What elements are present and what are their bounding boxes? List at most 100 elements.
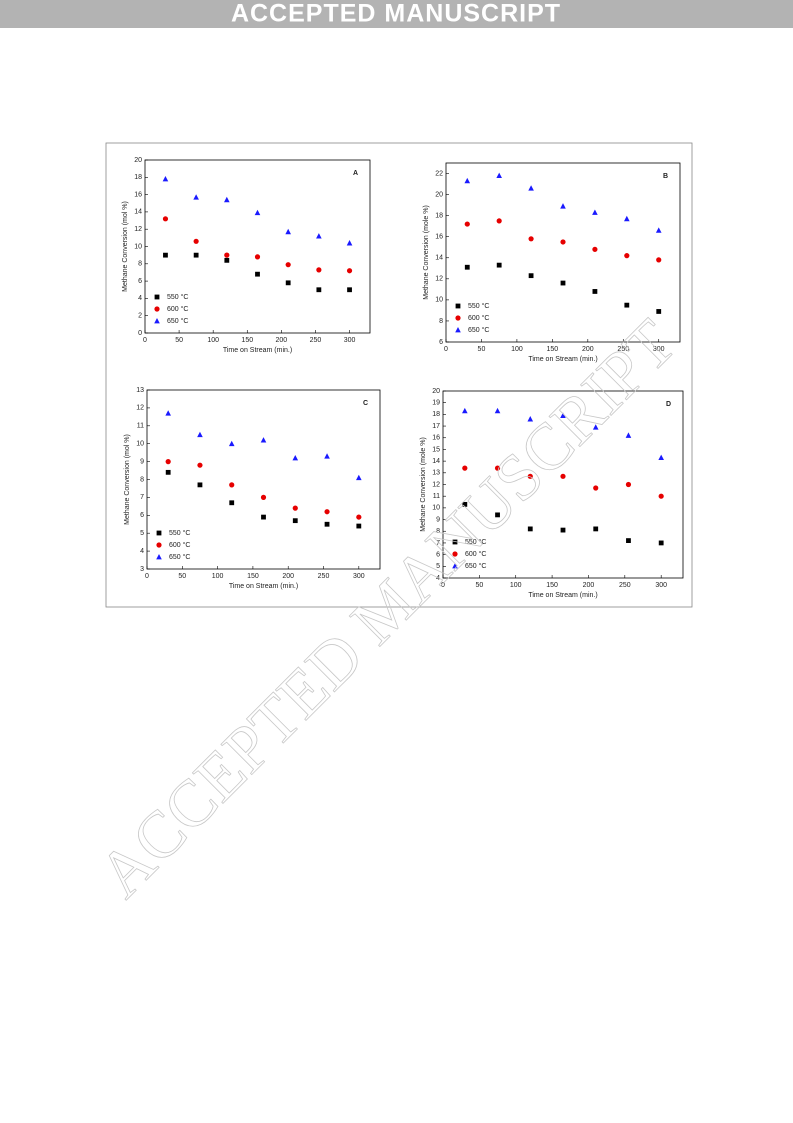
y-tick-label: 19 — [432, 400, 440, 407]
point — [285, 262, 291, 268]
point — [165, 469, 171, 475]
point — [229, 500, 235, 506]
point — [165, 459, 171, 465]
legend-label: 650 °C — [169, 553, 190, 561]
y-tick-label: 20 — [432, 388, 440, 395]
point — [593, 526, 599, 532]
point — [193, 194, 199, 200]
point — [197, 482, 203, 488]
panel-label: A — [353, 170, 358, 177]
point — [224, 196, 230, 203]
y-tick-label: 11 — [137, 423, 144, 430]
watermark: ACCEPTED MANUSCRIPT — [85, 306, 690, 911]
point — [193, 252, 199, 258]
x-tick-label: 300 — [353, 573, 365, 580]
y-tick-label: 4 — [140, 548, 144, 555]
point — [624, 253, 630, 259]
point — [560, 527, 566, 533]
point — [162, 216, 169, 222]
point — [625, 432, 632, 438]
point — [496, 262, 502, 268]
y-axis-title: Methane Conversion (mol %) — [124, 434, 131, 525]
point — [494, 465, 501, 471]
x-axis-title: Time on Stream (min.) — [528, 592, 597, 599]
x-tick-label: 50 — [175, 337, 183, 344]
point — [658, 540, 664, 546]
x-axis-title: Time on Stream (min.) — [223, 347, 292, 354]
panel-label: C — [363, 400, 368, 407]
x-tick-label: 50 — [178, 573, 186, 580]
point — [560, 239, 566, 245]
point — [316, 267, 322, 273]
point — [316, 287, 322, 293]
point — [496, 172, 502, 179]
x-tick-label: 300 — [653, 346, 665, 353]
x-tick-label: 0 — [143, 337, 147, 344]
point — [464, 221, 470, 227]
y-tick-label: 22 — [435, 170, 443, 177]
x-tick-label: 150 — [241, 337, 253, 344]
legend-marker — [452, 563, 458, 569]
point — [592, 424, 599, 430]
x-axis-title: Time on Stream (min.) — [528, 356, 597, 363]
x-tick-label: 200 — [282, 573, 294, 580]
point — [260, 494, 267, 500]
legend-marker — [154, 318, 160, 324]
x-tick-label: 250 — [619, 582, 631, 589]
x-tick-label: 100 — [510, 582, 522, 589]
y-tick-label: 14 — [435, 255, 443, 262]
point — [347, 287, 352, 293]
x-tick-label: 200 — [276, 337, 288, 344]
point — [624, 215, 630, 222]
legend-label: 550 °C — [167, 293, 188, 301]
y-tick-label: 16 — [432, 435, 440, 442]
point — [658, 493, 664, 499]
legend-label: 650 °C — [167, 317, 188, 325]
legend-marker — [156, 530, 162, 536]
point — [658, 454, 664, 461]
y-tick-label: 14 — [134, 209, 142, 216]
banner-bar — [0, 0, 793, 28]
y-tick-label: 18 — [432, 411, 440, 418]
point — [528, 236, 534, 242]
y-tick-label: 10 — [136, 441, 144, 448]
point — [656, 257, 662, 263]
x-tick-label: 50 — [475, 582, 483, 589]
point — [324, 521, 330, 527]
point — [496, 218, 502, 224]
point — [292, 455, 299, 461]
x-tick-label: 100 — [207, 337, 219, 344]
point — [356, 523, 362, 529]
x-tick-label: 200 — [583, 582, 595, 589]
legend-label: 650 °C — [465, 562, 486, 570]
point — [464, 177, 471, 184]
y-tick-label: 8 — [138, 261, 142, 268]
y-tick-label: 12 — [134, 226, 142, 233]
point — [292, 518, 298, 524]
point — [560, 203, 566, 209]
x-axis-title: Time on Stream (min.) — [229, 583, 298, 590]
y-tick-label: 20 — [134, 157, 142, 164]
point — [285, 280, 291, 286]
y-tick-label: 6 — [436, 551, 440, 558]
legend-label: 550 °C — [468, 302, 489, 310]
x-tick-label: 150 — [546, 582, 558, 589]
legend-marker — [455, 327, 461, 333]
y-tick-label: 18 — [134, 174, 142, 181]
x-tick-label: 150 — [547, 346, 559, 353]
x-tick-label: 100 — [511, 346, 523, 353]
y-tick-label: 7 — [140, 494, 144, 501]
point — [224, 252, 230, 258]
y-tick-label: 9 — [140, 458, 144, 465]
panel-label: B — [663, 173, 668, 180]
point — [655, 227, 662, 233]
y-axis-title: Methane Conversion (mole %) — [420, 437, 427, 532]
y-axis-title: Methane Conversion (mol %) — [122, 201, 129, 292]
x-tick-label: 150 — [247, 573, 259, 580]
point — [592, 289, 598, 294]
point — [224, 257, 230, 263]
point — [560, 280, 566, 286]
legend-label: 600 °C — [169, 541, 190, 549]
y-tick-label: 12 — [136, 405, 144, 412]
point — [625, 481, 632, 488]
